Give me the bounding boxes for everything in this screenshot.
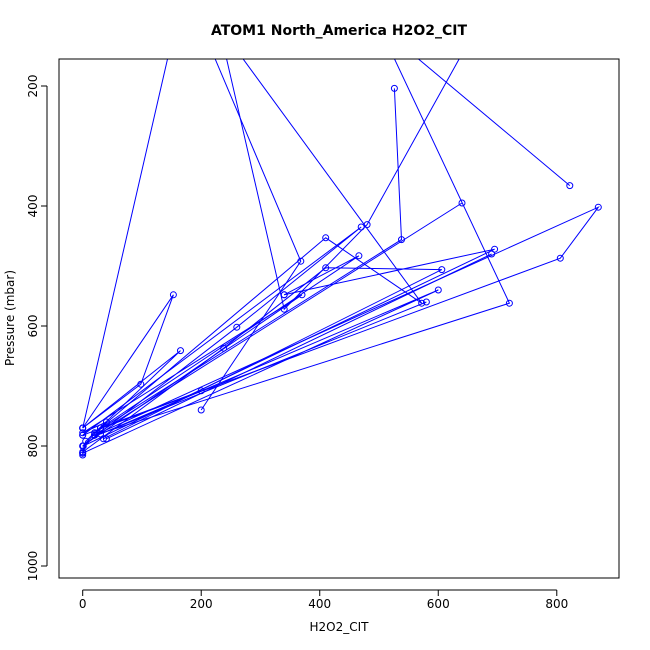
data-point: [505, 299, 513, 307]
y-tick-label: 200: [26, 75, 40, 98]
series-line-9: [82, 226, 362, 447]
y-tick-label: 800: [26, 435, 40, 458]
x-tick-label: 600: [427, 597, 450, 611]
data-point: [79, 431, 87, 439]
data-point: [566, 182, 574, 190]
series-line-10: [106, 253, 492, 440]
data-point: [556, 254, 564, 262]
data-point: [363, 221, 371, 229]
y-tick-label: 1000: [26, 551, 40, 582]
chart-title: ATOM1 North_America H2O2_CIT: [211, 23, 467, 39]
plot-frame: [58, 58, 620, 579]
data-point: [280, 291, 288, 299]
y-tick-label: 600: [26, 315, 40, 338]
data-point: [357, 223, 365, 231]
data-point: [177, 347, 184, 355]
series-line-11: [82, 289, 439, 454]
data-point: [390, 84, 398, 92]
data-point: [79, 449, 87, 457]
data-point: [79, 424, 87, 432]
series-line-4: [94, 59, 460, 434]
data-series: [79, 59, 602, 459]
data-point: [322, 234, 330, 242]
series-line-2: [82, 267, 443, 456]
data-point: [355, 252, 363, 260]
data-point: [422, 298, 430, 306]
x-tick-label: 0: [79, 597, 87, 611]
data-point: [79, 429, 87, 437]
data-point: [233, 323, 241, 331]
y-axis-label: Pressure (mbar): [3, 270, 17, 366]
data-point: [102, 418, 110, 426]
data-point: [169, 291, 177, 299]
data-point: [297, 257, 305, 265]
series-line-8: [200, 59, 302, 411]
series-line-7: [82, 202, 600, 436]
series-line-1: [82, 59, 174, 429]
data-point: [438, 266, 446, 274]
series-line-6: [94, 59, 571, 436]
data-point: [434, 286, 442, 294]
axes: 0 200 400 600 800 200 400 600 800 1000: [26, 75, 568, 611]
x-tick-label: 400: [308, 597, 331, 611]
data-point: [594, 203, 602, 211]
y-tick-label: 400: [26, 195, 40, 218]
x-tick-label: 200: [190, 597, 213, 611]
data-point: [458, 199, 466, 207]
data-point: [97, 430, 104, 438]
data-point: [197, 406, 205, 414]
data-point: [79, 442, 87, 450]
x-tick-label: 800: [545, 597, 568, 611]
x-axis-label: H2O2_CIT: [310, 620, 370, 634]
data-point: [298, 291, 306, 299]
data-point: [322, 264, 330, 272]
data-point: [488, 250, 496, 258]
